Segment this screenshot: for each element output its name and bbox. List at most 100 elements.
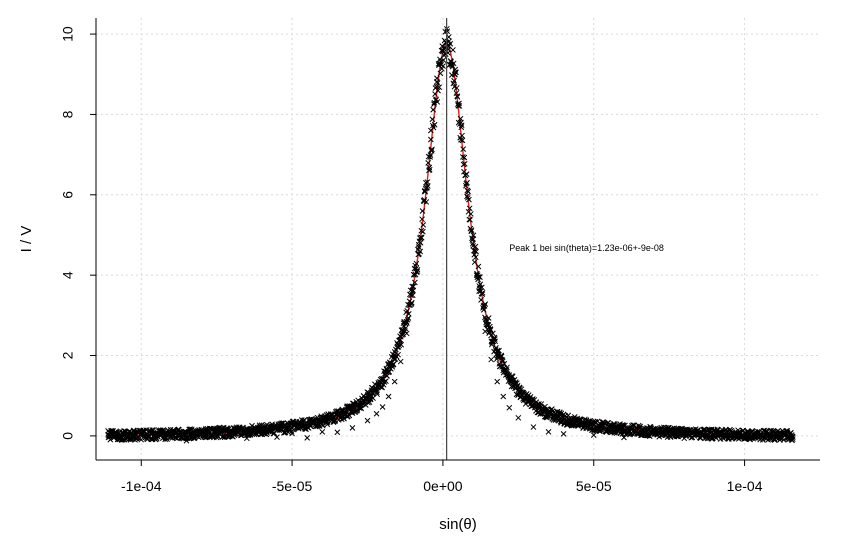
data-point [543, 406, 550, 413]
data-point [407, 287, 414, 294]
data-point [424, 183, 431, 189]
fit-curve-line [108, 43, 793, 437]
data-point [487, 327, 494, 333]
data-point [501, 360, 508, 367]
data-point [789, 433, 796, 440]
data-point [481, 303, 488, 309]
data-point [461, 168, 467, 175]
data-point [373, 389, 380, 395]
data-point [463, 182, 469, 189]
data-point [764, 428, 771, 435]
data-point [434, 80, 441, 86]
data-point [499, 364, 505, 370]
data-point [590, 432, 597, 438]
data-point [256, 422, 263, 429]
data-point [664, 428, 670, 435]
data-point [414, 266, 421, 273]
data-point [408, 301, 415, 307]
data-point [395, 351, 401, 358]
data-point [472, 243, 479, 250]
data-point [451, 77, 457, 84]
data-point [399, 327, 406, 333]
data-point [456, 100, 462, 107]
data-point [469, 235, 475, 242]
data-point [400, 331, 406, 338]
data-point [358, 405, 365, 412]
data-point [408, 299, 415, 306]
data-point [496, 360, 503, 367]
data-point [648, 424, 654, 431]
data-point [426, 164, 433, 171]
data-point [450, 47, 456, 53]
data-point [424, 184, 430, 191]
data-point [463, 171, 470, 177]
data-point [379, 384, 385, 391]
data-point [463, 180, 470, 187]
data-point [465, 188, 472, 195]
data-point [500, 393, 507, 400]
data-point [429, 146, 435, 153]
data-point [456, 103, 463, 109]
data-point [385, 393, 392, 400]
data-point [374, 391, 381, 398]
data-point [301, 417, 308, 423]
data-point [420, 222, 427, 228]
data-point [383, 378, 389, 384]
data-point [780, 437, 787, 443]
data-point [530, 424, 537, 430]
axes-layer: -1e-04 -5e-05 0e+00 5e-05 1e-04 0 2 4 6 8 10 [60, 18, 820, 494]
data-point [405, 315, 412, 321]
data-point [408, 292, 414, 299]
x-tick-label: 5e-05 [576, 478, 612, 494]
data-point [430, 106, 436, 113]
y-tick-label: 6 [60, 191, 76, 199]
x-axis-title: sin(θ) [439, 516, 477, 533]
data-point [384, 373, 390, 379]
data-point [379, 404, 386, 410]
data-point [604, 427, 611, 434]
data-point [506, 372, 513, 378]
y-tick-label: 4 [60, 271, 76, 279]
data-point [380, 375, 387, 382]
data-point [670, 427, 677, 434]
data-point [636, 425, 643, 432]
data-point [349, 425, 356, 431]
data-point [289, 430, 295, 437]
data-point [440, 57, 447, 63]
data-point [679, 425, 685, 432]
data-point [622, 422, 628, 429]
data-point [435, 87, 441, 94]
data-point [427, 152, 434, 158]
data-point [274, 434, 280, 440]
data-point [417, 248, 424, 255]
data-point [433, 84, 440, 90]
data-point [749, 428, 756, 434]
data-point [345, 413, 351, 420]
data-point [471, 251, 478, 258]
data-point [497, 363, 503, 370]
data-point [458, 124, 465, 131]
data-point [279, 427, 285, 433]
grid-layer [96, 18, 820, 460]
data-point [396, 342, 403, 349]
data-point [461, 154, 468, 161]
data-point [499, 358, 506, 365]
data-point [494, 378, 501, 385]
data-point [398, 341, 405, 348]
data-point [723, 426, 729, 433]
data-point [373, 410, 380, 417]
data-point [113, 429, 120, 436]
data-point [418, 234, 425, 241]
data-point [479, 289, 486, 296]
data-point [590, 419, 596, 425]
data-point [434, 99, 441, 105]
data-point [671, 425, 677, 431]
data-point [620, 422, 627, 429]
data-point [458, 122, 465, 129]
data-point [464, 193, 470, 200]
data-point [492, 338, 499, 345]
data-point [461, 160, 468, 167]
data-point [452, 66, 459, 73]
data-point [466, 196, 472, 203]
